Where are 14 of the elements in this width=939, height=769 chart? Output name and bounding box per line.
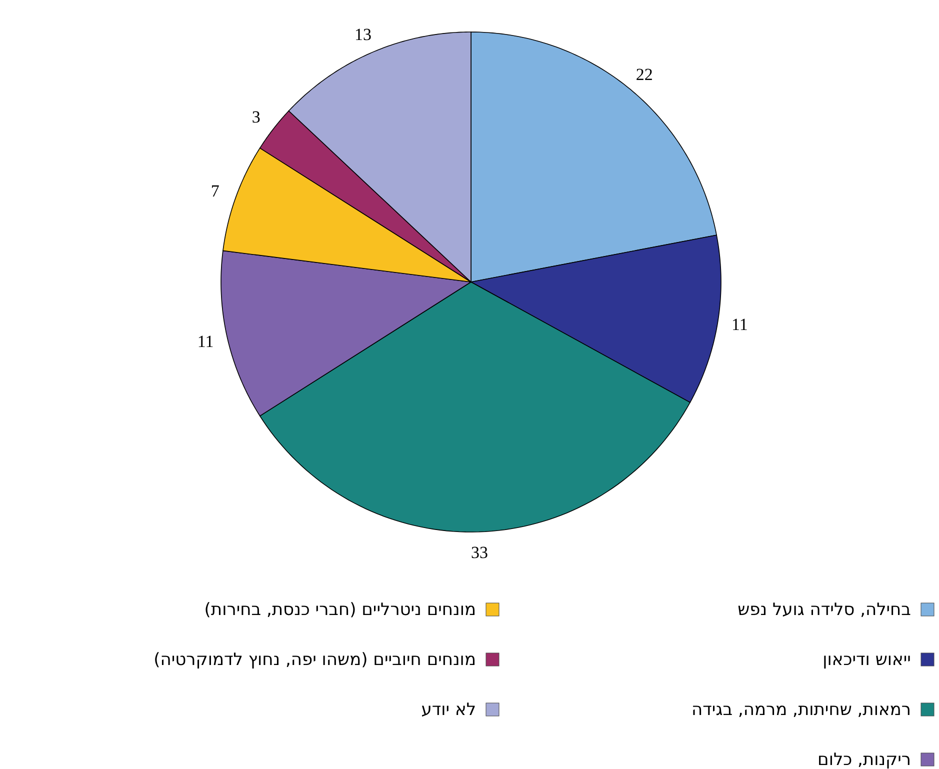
legend-label: רמאות, שחיתות, מרמה, בגידה (692, 700, 911, 720)
data-label: 3 (252, 108, 260, 127)
data-label: 11 (197, 332, 214, 351)
data-label: 22 (636, 64, 653, 84)
data-label: 7 (210, 182, 220, 201)
legend-label: ייאוש ודיכאון (822, 650, 911, 670)
legend-label: מונחים ניטרליים (חברי כנסת, בחירות) (204, 600, 476, 620)
data-label: 33 (471, 542, 488, 562)
legend-label: מונחים חיוביים (משהו יפה, נחוץ לדמוקרטיה) (154, 650, 476, 670)
legend-label: ריקנות, כלום (818, 750, 911, 769)
data-label: 11 (731, 315, 748, 334)
legend-label: בחילה, סלידה גועל נפש (738, 600, 912, 620)
legend-label: לא יודע (421, 700, 476, 720)
data-label: 13 (354, 25, 372, 44)
